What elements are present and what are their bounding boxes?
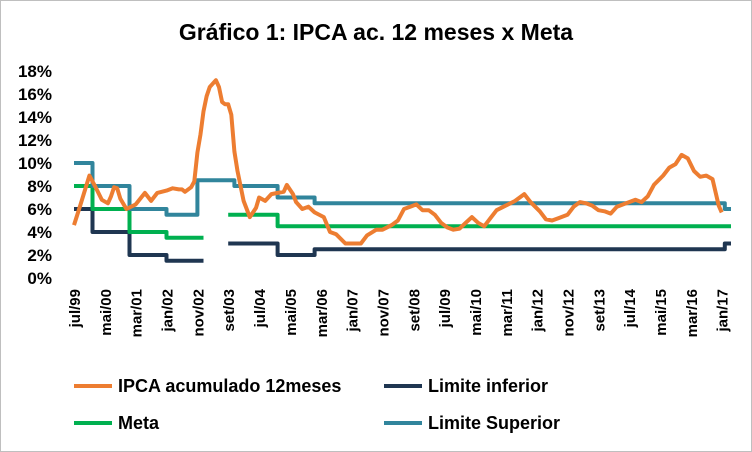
- x-tick-label: mai/05: [283, 289, 300, 336]
- y-axis-labels: 0% 2% 4% 6% 8% 10% 12% 14% 16% 18%: [18, 62, 52, 288]
- series-line-limite-inferior: [74, 207, 204, 263]
- x-tick-label: jul/99: [67, 289, 84, 328]
- x-tick-label: mar/06: [314, 289, 331, 337]
- x-tick-label: nov/12: [561, 289, 578, 337]
- series-line-limite-superior: [74, 161, 731, 217]
- y-tick-label: 16%: [18, 85, 52, 104]
- x-tick-label: mai/15: [653, 289, 670, 336]
- y-tick-label: 14%: [18, 108, 52, 127]
- x-tick-label: set/08: [406, 289, 423, 332]
- x-tick-label: jan/07: [345, 289, 362, 333]
- legend-label: Meta: [118, 413, 160, 433]
- y-tick-label: 10%: [18, 154, 52, 173]
- series-line-ipca-acumulado-12meses: [72, 78, 724, 246]
- series-line-meta: [74, 184, 204, 240]
- x-tick-label: nov/02: [190, 289, 207, 337]
- x-tick-label: jan/12: [530, 289, 547, 333]
- x-axis-labels: jul/99 mai/00 mar/01 jan/02 nov/02 set/03 jul/…: [67, 288, 732, 337]
- chart-title: Gráfico 1: IPCA ac. 12 meses x Meta: [179, 19, 573, 45]
- y-tick-label: 6%: [27, 200, 52, 219]
- y-tick-label: 2%: [27, 246, 52, 265]
- x-tick-label: jul/09: [437, 289, 454, 328]
- x-tick-label: mai/00: [98, 289, 115, 336]
- y-tick-label: 0%: [27, 269, 52, 288]
- x-tick-label: nov/07: [375, 289, 392, 337]
- x-tick-label: mar/11: [499, 289, 516, 337]
- plot-lines: [72, 78, 731, 263]
- x-tick-label: mai/10: [468, 289, 485, 336]
- x-tick-label: jul/04: [252, 288, 269, 328]
- x-tick-label: jul/14: [622, 288, 639, 328]
- legend-label: Limite inferior: [428, 376, 548, 396]
- x-tick-label: jan/17: [715, 289, 732, 333]
- legend-label: IPCA acumulado 12meses: [118, 376, 341, 396]
- y-tick-label: 8%: [27, 177, 52, 196]
- x-tick-label: mar/01: [129, 289, 146, 337]
- legend-label: Limite Superior: [428, 413, 560, 433]
- x-tick-label: jan/02: [160, 289, 177, 333]
- series-line-limite-inferior: [228, 241, 731, 257]
- y-tick-label: 18%: [18, 62, 52, 81]
- y-tick-label: 12%: [18, 131, 52, 150]
- y-tick-label: 4%: [27, 223, 52, 242]
- legend: IPCA acumulado 12meses Limite inferior Met…: [74, 376, 560, 433]
- x-tick-label: set/13: [591, 289, 608, 332]
- x-tick-label: mar/16: [684, 289, 701, 337]
- x-tick-label: set/03: [221, 289, 238, 332]
